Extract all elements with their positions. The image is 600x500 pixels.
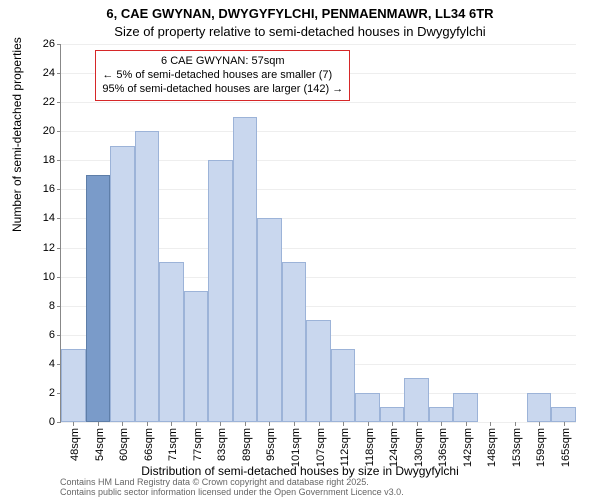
x-tick-label: 107sqm xyxy=(315,428,327,467)
bar xyxy=(527,393,552,422)
y-tick-label: 18 xyxy=(43,154,61,166)
y-tick-label: 4 xyxy=(49,358,61,370)
x-tick-label: 66sqm xyxy=(143,428,155,461)
bar xyxy=(110,146,135,422)
bar xyxy=(159,262,184,422)
x-tick-label: 60sqm xyxy=(118,428,130,461)
x-tick-mark xyxy=(98,422,99,426)
bar xyxy=(380,407,405,422)
footer: Contains HM Land Registry data © Crown c… xyxy=(60,478,404,498)
bar xyxy=(355,393,380,422)
x-tick-label: 71sqm xyxy=(167,428,179,461)
x-tick-mark xyxy=(269,422,270,426)
bar xyxy=(429,407,454,422)
x-tick-mark xyxy=(171,422,172,426)
y-tick-label: 8 xyxy=(49,300,61,312)
x-tick-mark xyxy=(122,422,123,426)
x-tick-label: 165sqm xyxy=(560,428,572,467)
x-tick-mark xyxy=(220,422,221,426)
x-tick-label: 83sqm xyxy=(216,428,228,461)
bar xyxy=(404,378,429,422)
y-tick-label: 16 xyxy=(43,183,61,195)
y-tick-label: 26 xyxy=(43,38,61,50)
footer-line2: Contains public sector information licen… xyxy=(60,488,404,498)
x-tick-label: 54sqm xyxy=(94,428,106,461)
x-tick-mark xyxy=(490,422,491,426)
x-tick-label: 101sqm xyxy=(290,428,302,467)
bar xyxy=(453,393,478,422)
x-tick-label: 48sqm xyxy=(69,428,81,461)
x-tick-mark xyxy=(294,422,295,426)
bar xyxy=(233,117,258,422)
chart-title-line2: Size of property relative to semi-detach… xyxy=(114,24,485,39)
x-tick-label: 77sqm xyxy=(192,428,204,461)
x-tick-mark xyxy=(343,422,344,426)
y-tick-label: 12 xyxy=(43,242,61,254)
y-tick-label: 0 xyxy=(49,416,61,428)
x-tick-mark xyxy=(441,422,442,426)
x-tick-label: 148sqm xyxy=(486,428,498,467)
x-tick-mark xyxy=(466,422,467,426)
x-tick-label: 95sqm xyxy=(265,428,277,461)
x-axis-label: Distribution of semi-detached houses by … xyxy=(141,464,458,478)
bar xyxy=(208,160,233,422)
bar xyxy=(135,131,160,422)
x-tick-mark xyxy=(147,422,148,426)
annotation-box: 6 CAE GWYNAN: 57sqm ← 5% of semi-detache… xyxy=(95,50,350,101)
x-tick-mark xyxy=(539,422,540,426)
y-tick-label: 20 xyxy=(43,125,61,137)
annotation-line-a: ← 5% of semi-detached houses are smaller… xyxy=(102,69,343,83)
bar xyxy=(257,218,282,422)
y-tick-label: 14 xyxy=(43,212,61,224)
y-tick-label: 10 xyxy=(43,271,61,283)
x-tick-mark xyxy=(319,422,320,426)
x-tick-mark xyxy=(515,422,516,426)
bar xyxy=(331,349,356,422)
y-axis-label: Number of semi-detached properties xyxy=(10,37,24,232)
x-tick-mark xyxy=(73,422,74,426)
bar xyxy=(61,349,86,422)
x-tick-mark xyxy=(392,422,393,426)
x-tick-label: 153sqm xyxy=(511,428,523,467)
chart-container: { "titles": { "line1": "6, CAE GWYNAN, D… xyxy=(0,0,600,500)
x-tick-label: 130sqm xyxy=(413,428,425,467)
x-tick-label: 89sqm xyxy=(241,428,253,461)
x-tick-mark xyxy=(368,422,369,426)
bar-highlight xyxy=(86,175,111,422)
chart-title-line1: 6, CAE GWYNAN, DWYGYFYLCHI, PENMAENMAWR,… xyxy=(106,6,493,21)
annotation-title: 6 CAE GWYNAN: 57sqm xyxy=(102,55,343,69)
y-tick-label: 2 xyxy=(49,387,61,399)
x-tick-label: 118sqm xyxy=(364,428,376,466)
bar xyxy=(282,262,307,422)
bar xyxy=(184,291,209,422)
y-tick-label: 22 xyxy=(43,96,61,108)
y-tick-label: 24 xyxy=(43,67,61,79)
bar xyxy=(551,407,576,422)
x-tick-label: 124sqm xyxy=(388,428,400,467)
annotation-line-b: 95% of semi-detached houses are larger (… xyxy=(102,83,343,97)
x-tick-label: 112sqm xyxy=(339,428,351,466)
grid-line xyxy=(61,102,576,103)
plot-area: 0246810121416182022242648sqm54sqm60sqm66… xyxy=(60,44,576,423)
x-tick-label: 159sqm xyxy=(535,428,547,467)
bar xyxy=(306,320,331,422)
y-tick-label: 6 xyxy=(49,329,61,341)
x-tick-label: 136sqm xyxy=(437,428,449,467)
x-tick-label: 142sqm xyxy=(462,428,474,467)
x-tick-mark xyxy=(245,422,246,426)
grid-line xyxy=(61,44,576,45)
x-tick-mark xyxy=(196,422,197,426)
x-tick-mark xyxy=(564,422,565,426)
x-tick-mark xyxy=(417,422,418,426)
